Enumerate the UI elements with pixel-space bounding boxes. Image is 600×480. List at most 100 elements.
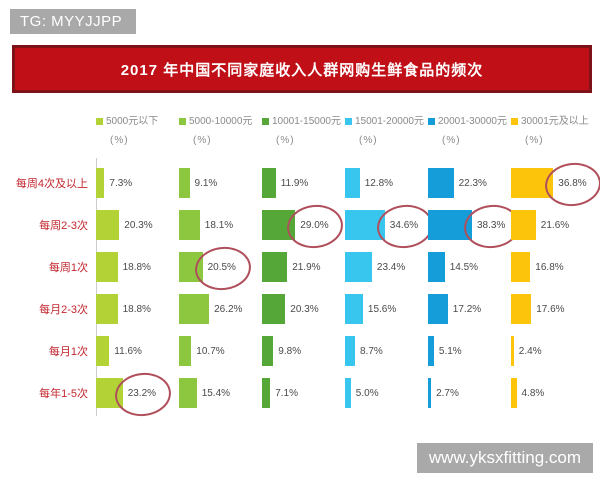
- legend-label: 10001-15000元: [272, 116, 341, 127]
- legend-label: 5000-10000元: [189, 116, 253, 127]
- legend-item: 10001-15000元 (%): [262, 112, 345, 146]
- bar-cell: 2.7%: [428, 372, 511, 414]
- bar-value-label: 10.7%: [196, 345, 225, 357]
- bar-cell: 7.1%: [262, 372, 345, 414]
- bar-chart: 5000元以下 (%) 5000-10000元 (%) 10001-15000元 (%) 1…: [10, 112, 600, 419]
- chart-row: 每周2-3次 20.3% 18.1% 29.0% 34.6% 38.3% 21.6%: [10, 202, 598, 251]
- bar-value-label: 18.8%: [122, 303, 151, 315]
- bar-value-label: 8.7%: [360, 345, 383, 357]
- bar-cell: 20.3%: [96, 204, 179, 246]
- legend-item: 5000元以下 (%): [96, 112, 179, 146]
- bar-cell: 9.1%: [179, 162, 262, 204]
- legend-item: 5000-10000元 (%): [179, 112, 262, 146]
- bar-cell: 34.6%: [345, 202, 435, 251]
- bar: [428, 336, 434, 366]
- legend-item: 30001元及以上 (%): [511, 112, 594, 146]
- category-label: 每周2-3次: [39, 220, 88, 232]
- bar: [428, 294, 448, 324]
- chart-title-bar: 2017 年中国不同家庭收入人群网购生鲜食品的频次: [12, 45, 592, 93]
- bar-cell: 23.4%: [345, 246, 428, 288]
- bar: [428, 168, 454, 198]
- bar-value-label: 18.8%: [122, 261, 151, 273]
- bar: [511, 168, 554, 198]
- bar: [262, 294, 286, 324]
- bar: [96, 252, 118, 282]
- bar-value-label: 9.8%: [278, 345, 302, 357]
- bar-cell: 26.2%: [179, 288, 262, 330]
- bar-value-label: 15.6%: [367, 303, 397, 315]
- bar-cell: 22.3%: [428, 162, 511, 204]
- bar-cell: 8.7%: [345, 330, 428, 372]
- bar-value-label: 38.3%: [477, 219, 506, 231]
- bar-value-label: 9.1%: [194, 177, 218, 189]
- category-label: 每月1次: [48, 346, 88, 358]
- bar-value-label: 22.3%: [458, 177, 487, 189]
- bar: [96, 168, 105, 198]
- bar: [179, 168, 190, 198]
- bar-cell: 21.6%: [511, 204, 594, 246]
- bar-value-label: 34.6%: [389, 219, 419, 231]
- y-axis-line: [96, 158, 97, 416]
- bar: [428, 252, 445, 282]
- bar: [511, 336, 514, 366]
- category-label: 每周4次及以上: [15, 178, 88, 190]
- bar: [179, 252, 203, 282]
- bar-value-label: 20.5%: [207, 261, 236, 273]
- legend-label: 20001-30000元: [438, 116, 507, 127]
- bar-cell: 15.6%: [345, 288, 428, 330]
- bar: [179, 378, 197, 408]
- bar-value-label: 2.4%: [518, 345, 542, 357]
- legend-unit: (%): [110, 135, 129, 146]
- bar-value-label: 18.1%: [204, 219, 234, 231]
- chart-row: 每年1-5次 23.2% 15.4% 7.1% 5.0% 2.7% 4.8%: [10, 370, 598, 419]
- chart-row: 每月2-3次 18.8% 26.2% 20.3% 15.6% 17.2% 17.6%: [10, 288, 598, 330]
- bar-cell: 15.4%: [179, 372, 262, 414]
- legend-swatch-icon: [179, 117, 186, 125]
- bar-cell: 17.6%: [511, 288, 594, 330]
- bar-value-label: 7.3%: [109, 177, 133, 189]
- legend-unit: (%): [359, 135, 378, 146]
- bar-value-label: 23.4%: [376, 261, 406, 273]
- bar: [179, 336, 192, 366]
- site-watermark: www.yksxfitting.com: [416, 443, 593, 473]
- bar-value-label: 21.9%: [292, 261, 321, 273]
- bar-cell: 12.8%: [345, 162, 428, 204]
- bar: [345, 294, 363, 324]
- tg-watermark-label: TG: MYYJJPP: [10, 9, 137, 34]
- bar: [428, 210, 472, 240]
- bar-value-label: 2.7%: [436, 387, 459, 399]
- chart-row: 每周1次 18.8% 20.5% 21.9% 23.4% 14.5% 16.8%: [10, 244, 598, 293]
- category-label: 每年1-5次: [39, 388, 88, 400]
- chart-rows: 每周4次及以上 7.3% 9.1% 11.9% 12.8% 22.3% 36.8% 每周2-3…: [10, 158, 600, 419]
- bar-value-label: 26.2%: [214, 303, 243, 315]
- bar: [262, 336, 274, 366]
- legend-label: 30001元及以上: [521, 116, 589, 127]
- bar: [96, 378, 123, 408]
- bar-value-label: 16.8%: [535, 261, 564, 273]
- bar-cell: 5.0%: [345, 372, 428, 414]
- bar: [511, 378, 517, 408]
- bar-cell: 18.1%: [179, 204, 262, 246]
- bar-cell: 17.2%: [428, 288, 511, 330]
- bar-cell: 9.8%: [262, 330, 345, 372]
- bar-cell: 11.9%: [262, 162, 345, 204]
- bar: [345, 168, 360, 198]
- bar-cell: 10.7%: [179, 330, 262, 372]
- bar-cell: 2.4%: [511, 330, 594, 372]
- legend-swatch-icon: [511, 117, 518, 125]
- bar-cell: 18.8%: [96, 288, 179, 330]
- bar: [179, 294, 210, 324]
- bar: [179, 210, 200, 240]
- legend-item: 20001-30000元 (%): [428, 112, 511, 146]
- bar: [262, 252, 288, 282]
- bar-value-label: 11.9%: [280, 177, 309, 189]
- legend-label: 5000元以下: [106, 116, 159, 127]
- bar-cell: 14.5%: [428, 246, 511, 288]
- bar-value-label: 12.8%: [364, 177, 394, 189]
- bar: [428, 378, 432, 408]
- bar: [345, 210, 385, 240]
- bar-value-label: 23.2%: [127, 387, 157, 399]
- bar-value-label: 11.6%: [114, 345, 142, 357]
- bar-value-label: 7.1%: [275, 387, 298, 399]
